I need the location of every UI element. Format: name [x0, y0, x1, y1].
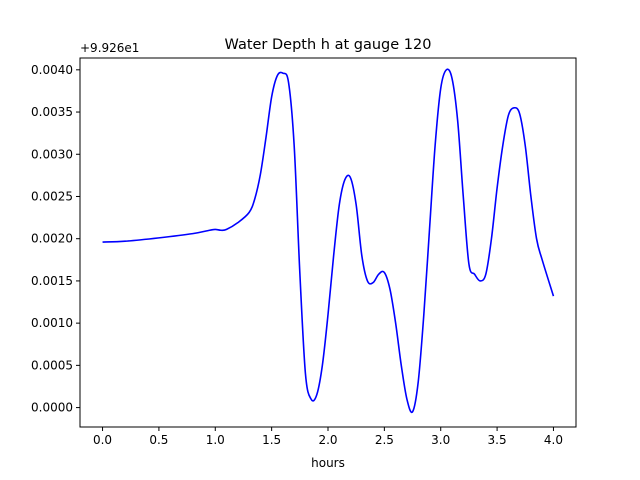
y-tick-label: 0.0000: [31, 401, 73, 415]
y-axis-ticks: 0.0000 0.0005 0.0010 0.0015 0.0020 0.0025 0.00…: [31, 63, 80, 415]
y-tick-label: 0.0010: [31, 316, 73, 330]
x-tick-label: 3.0: [431, 433, 450, 447]
plot-area-frame: [79, 57, 577, 428]
series-line-water-depth: [102, 68, 555, 414]
y-tick-label: 0.0030: [31, 147, 73, 161]
x-tick-label: 4.0: [544, 433, 563, 447]
y-tick-label: 0.0040: [31, 63, 73, 77]
x-tick-label: 0.0: [93, 433, 112, 447]
y-tick-label: 0.0015: [31, 274, 73, 288]
plot-layer: [102, 68, 555, 414]
x-axis-title: hours: [311, 456, 345, 470]
x-tick-label: 2.5: [375, 433, 394, 447]
x-tick-label: 2.0: [318, 433, 337, 447]
y-tick-label: 0.0020: [31, 232, 73, 246]
y-offset-label: +9.926e1: [80, 41, 139, 55]
x-tick-label: 1.5: [262, 433, 281, 447]
x-tick-label: 3.5: [488, 433, 507, 447]
y-tick-label: 0.0005: [31, 358, 73, 372]
x-tick-label: 1.0: [206, 433, 225, 447]
y-tick-label: 0.0025: [31, 189, 73, 203]
y-tick-label: 0.0035: [31, 105, 73, 119]
x-axis-ticks: 0.0 0.5 1.0 1.5 2.0 2.5 3.0 3.5 4.0: [93, 427, 563, 447]
x-tick-label: 0.5: [149, 433, 168, 447]
chart-title: Water Depth h at gauge 120: [225, 37, 432, 53]
